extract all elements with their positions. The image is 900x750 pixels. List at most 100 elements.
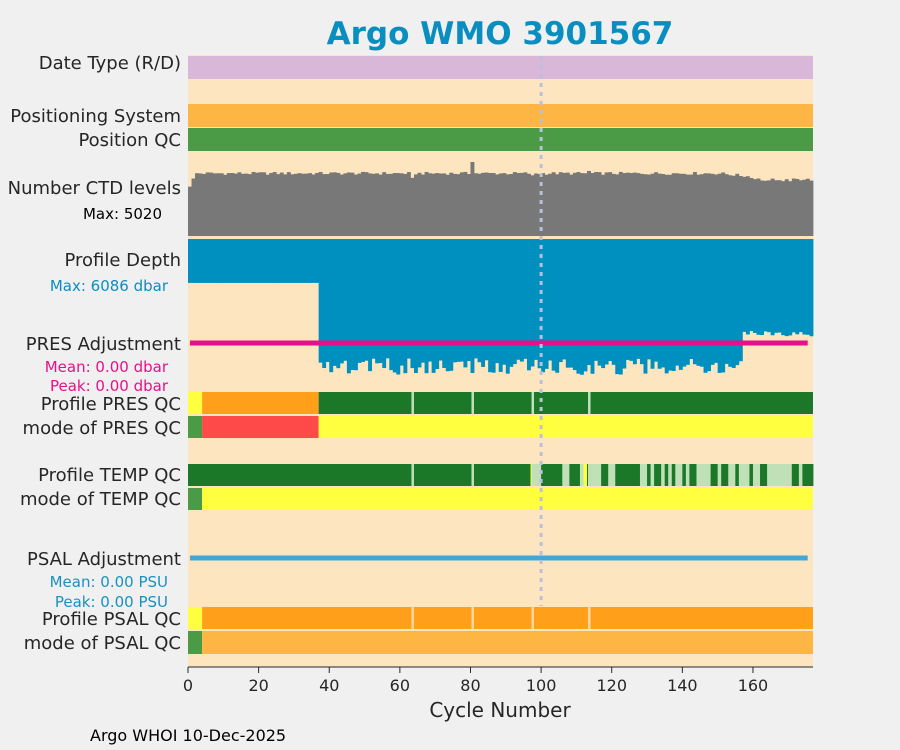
label-positioning-system: Positioning System: [10, 106, 181, 127]
temp-qc-segment: [209, 464, 214, 486]
temp-qc-segment: [276, 464, 281, 486]
ctd-level-bar: [216, 173, 221, 236]
temp-qc-segment: [240, 464, 245, 486]
ctd-level-bar: [477, 173, 482, 236]
ctd-level-bar: [685, 174, 690, 236]
ctd-level-bar: [618, 171, 623, 236]
profile-depth-bar: [572, 239, 577, 371]
temp-qc-segment: [735, 464, 740, 486]
temp-qc-segment: [477, 464, 482, 486]
ctd-level-bar: [770, 178, 775, 236]
profile-depth-bar: [668, 239, 673, 371]
profile-depth-bar: [534, 239, 538, 360]
temp-qc-segment: [618, 464, 623, 486]
ctd-level-bar: [569, 174, 574, 236]
temp-qc-segment: [382, 464, 387, 486]
temp-qc-segment: [484, 464, 489, 486]
ctd-level-bar: [760, 180, 764, 236]
ctd-level-bar: [375, 173, 380, 236]
psal-qc-segment: [202, 607, 814, 629]
ctd-level-bar: [466, 174, 471, 236]
profile-depth-bar: [477, 239, 482, 363]
profile-depth-bar: [639, 239, 644, 365]
temp-qc-segment: [629, 464, 634, 486]
temp-qc-segment: [608, 464, 613, 486]
profile-depth-bar: [258, 239, 263, 283]
ctd-level-bar: [350, 172, 355, 236]
psal-mode-segment: [188, 631, 203, 654]
profile-depth-bar: [502, 239, 507, 365]
ctd-level-bar: [802, 179, 807, 236]
temp-qc-segment: [760, 464, 764, 486]
ctd-level-bar: [188, 186, 192, 236]
temp-qc-segment: [258, 464, 263, 486]
temp-qc-segment: [781, 464, 786, 486]
profile-depth-bar: [703, 239, 708, 373]
temp-qc-segment: [703, 464, 708, 486]
temp-qc-segment: [675, 464, 680, 486]
temp-qc-segment: [353, 464, 358, 486]
psal-qc-segment: [188, 607, 203, 629]
ctd-level-bar: [689, 174, 694, 236]
ctd-level-bar: [601, 174, 606, 236]
profile-depth-bar: [752, 239, 757, 333]
profile-depth-bar: [361, 239, 365, 362]
ctd-level-bar: [322, 174, 327, 236]
temp-qc-segment: [534, 464, 538, 486]
ctd-level-bar: [583, 173, 588, 236]
temp-qc-segment: [445, 464, 450, 486]
temp-qc-segment: [205, 464, 210, 486]
ctd-level-bar: [579, 173, 584, 236]
ctd-level-bar: [336, 172, 341, 236]
ctd-level-bar: [300, 173, 305, 236]
profile-depth-bar: [763, 239, 768, 332]
profile-depth-bar: [682, 239, 687, 367]
temp-qc-segment: [290, 464, 295, 486]
ctd-level-bar: [594, 171, 599, 236]
ctd-level-bar: [481, 172, 486, 236]
temp-qc-segment: [293, 464, 298, 486]
profile-depth-bar: [329, 239, 334, 373]
ctd-level-bar: [445, 174, 450, 236]
temp-qc-segment: [474, 464, 478, 486]
temp-qc-segment: [625, 464, 630, 486]
x-tick-label: 60: [390, 676, 410, 695]
chart-title: Argo WMO 3901567: [327, 16, 674, 52]
ctd-level-bar: [251, 171, 256, 236]
profile-depth-bar: [353, 239, 358, 371]
ctd-level-bar: [650, 173, 655, 236]
ctd-level-bar: [417, 172, 422, 236]
profile-depth-bar: [378, 239, 383, 364]
profile-depth-bar: [784, 239, 789, 337]
profile-depth-bar: [382, 239, 387, 369]
temp-qc-segment: [304, 464, 309, 486]
temp-qc-segment: [498, 464, 503, 486]
temp-qc-segment: [371, 464, 376, 486]
profile-depth-bar: [696, 239, 701, 366]
ctd-level-bar: [587, 170, 591, 236]
ctd-level-bar: [311, 174, 316, 236]
profile-depth-bar: [332, 239, 337, 366]
x-tick-label: 0: [183, 676, 193, 695]
profile-depth-bar: [191, 239, 196, 283]
ctd-level-bar: [622, 173, 627, 236]
ctd-level-bar: [315, 172, 320, 236]
profile-depth-bar: [417, 239, 422, 368]
qc-gap-marker: [531, 392, 535, 414]
ctd-level-bar: [424, 171, 429, 236]
ctd-level-bar: [604, 172, 609, 236]
profile-depth-bar: [802, 239, 807, 335]
ctd-level-bar: [703, 173, 708, 236]
profile-depth-bar: [474, 239, 478, 359]
profile-depth-bar: [583, 239, 588, 372]
profile-depth-bar: [392, 239, 397, 373]
ctd-level-bar: [361, 171, 365, 236]
temp-qc-segment: [565, 464, 570, 486]
ctd-level-bar: [276, 174, 281, 236]
temp-qc-segment: [364, 464, 369, 486]
temp-qc-segment: [689, 464, 694, 486]
ctd-level-bar: [219, 173, 224, 236]
temp-qc-segment: [650, 464, 655, 486]
ctd-level-bar: [258, 172, 263, 236]
ctd-level-bar: [449, 172, 454, 236]
